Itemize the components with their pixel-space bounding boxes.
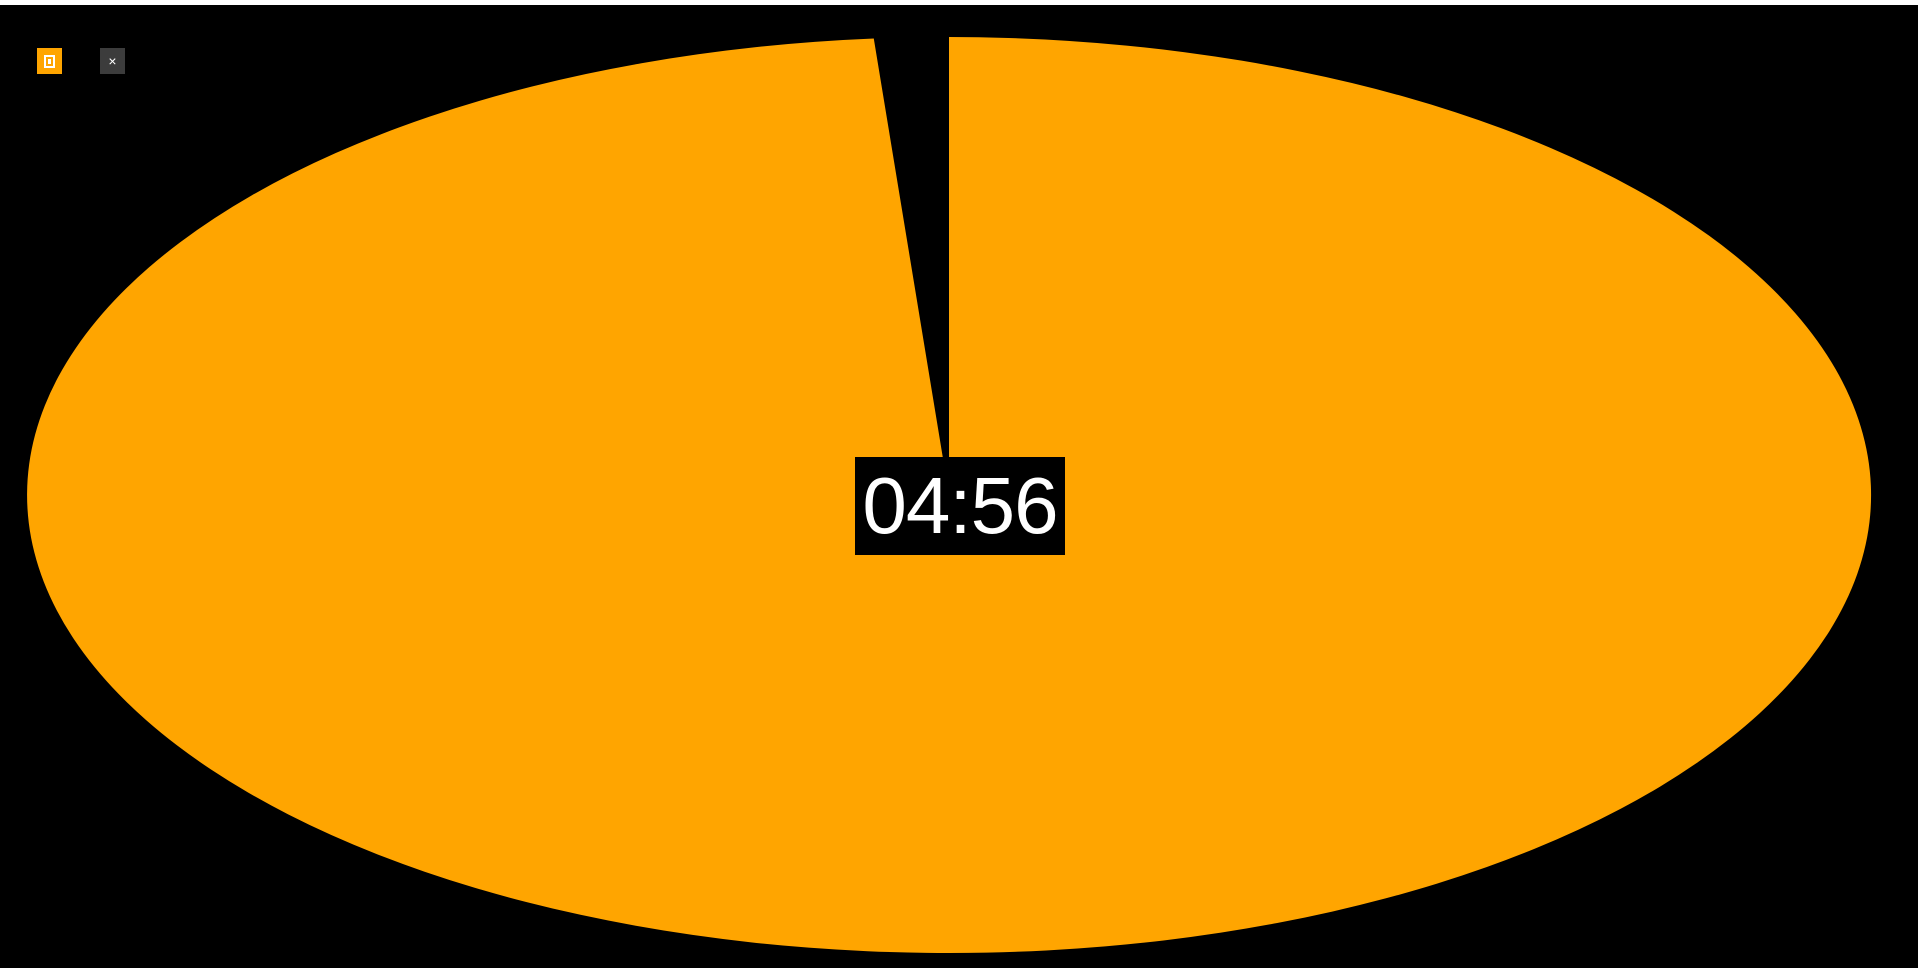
close-icon: × xyxy=(108,53,117,69)
time-remaining-text: 04:56 xyxy=(862,461,1058,550)
pin-button[interactable] xyxy=(37,48,62,74)
close-button[interactable]: × xyxy=(100,48,125,74)
time-remaining-display: 04:56 xyxy=(855,457,1065,555)
pin-window-icon xyxy=(44,54,55,68)
